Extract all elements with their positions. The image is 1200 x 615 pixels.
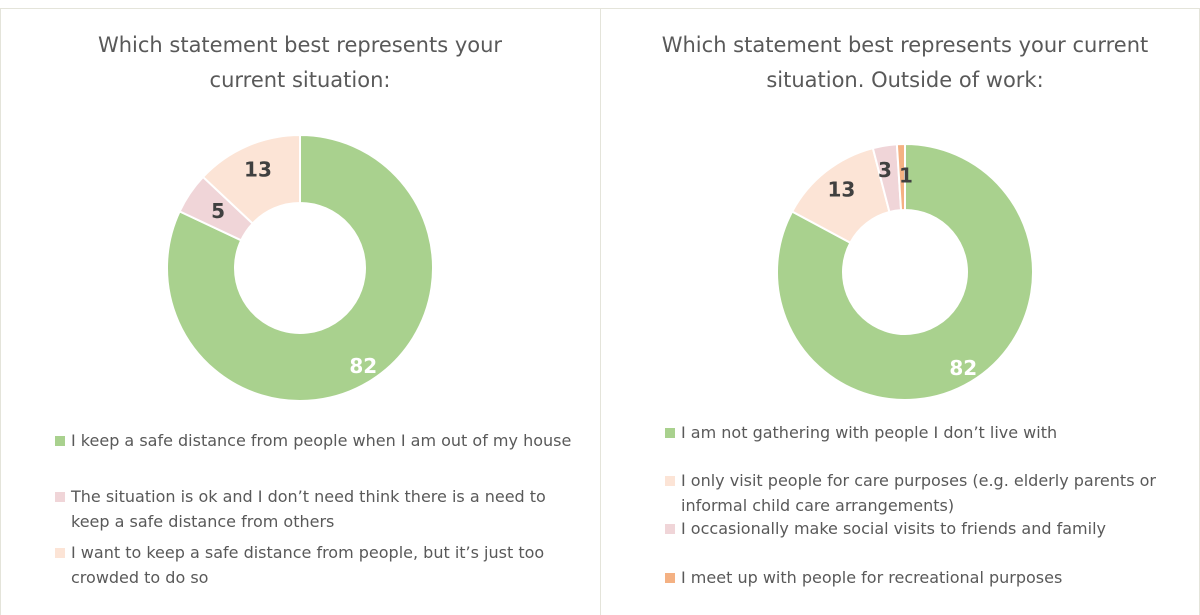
data-label: 82 bbox=[349, 354, 377, 378]
legend-item: I want to keep a safe distance from peop… bbox=[55, 540, 581, 590]
donut-slice bbox=[201, 133, 301, 225]
legend-item: The situation is ok and I don’t need thi… bbox=[55, 484, 581, 534]
legend-label: I want to keep a safe distance from peop… bbox=[71, 543, 545, 587]
legend-label: I meet up with people for recreational p… bbox=[681, 568, 1063, 587]
data-label: 13 bbox=[827, 178, 855, 202]
legend-item: I am not gathering with people I don’t l… bbox=[665, 420, 1200, 445]
legend-label: I am not gathering with people I don’t l… bbox=[681, 423, 1058, 442]
legend-swatch bbox=[55, 436, 65, 446]
legend-item: I only visit people for care purposes (e… bbox=[665, 468, 1200, 518]
chart-title: Which statement best represents your cur… bbox=[97, 33, 503, 92]
legend-label: I keep a safe distance from people when … bbox=[71, 431, 572, 450]
donut-slice bbox=[895, 142, 906, 212]
data-label: 82 bbox=[949, 356, 977, 380]
legend-item: I keep a safe distance from people when … bbox=[55, 428, 581, 453]
legend-label: I only visit people for care purposes (e… bbox=[681, 471, 1156, 515]
legend-swatch bbox=[665, 428, 675, 438]
legend-swatch bbox=[665, 573, 675, 583]
legend-label: I occasionally make social visits to fri… bbox=[681, 519, 1106, 538]
data-label: 3 bbox=[878, 158, 892, 182]
data-label: 1 bbox=[899, 164, 913, 188]
chart-title: Which statement best represents your cur… bbox=[661, 33, 1149, 92]
donut-slice bbox=[776, 142, 1034, 401]
legend-swatch bbox=[55, 492, 65, 502]
data-label: 13 bbox=[244, 157, 272, 181]
data-label: 5 bbox=[211, 199, 225, 223]
legend-swatch bbox=[665, 476, 675, 486]
legend-item: I occasionally make social visits to fri… bbox=[665, 516, 1200, 541]
legend-item: I meet up with people for recreational p… bbox=[665, 565, 1200, 590]
legend-label: The situation is ok and I don’t need thi… bbox=[71, 487, 546, 531]
legend-swatch bbox=[55, 548, 65, 558]
legend-swatch bbox=[665, 524, 675, 534]
donut-slice bbox=[166, 133, 434, 402]
